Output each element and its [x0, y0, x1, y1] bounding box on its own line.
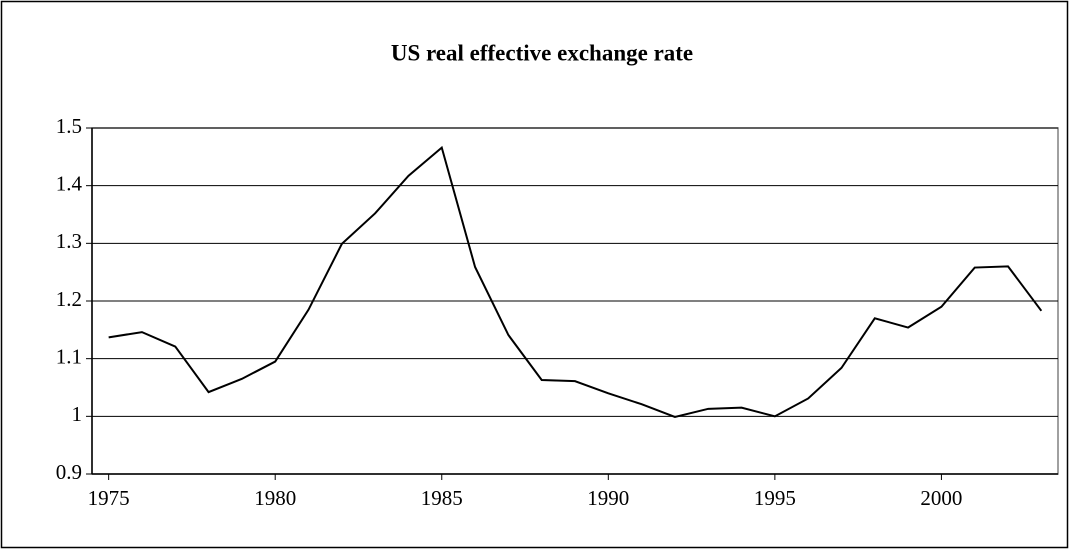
x-tick-label: 2000 — [920, 486, 962, 510]
x-tick-label: 1995 — [754, 486, 796, 510]
y-tick-label: 1.5 — [56, 114, 82, 138]
y-tick-label: 1.1 — [56, 344, 82, 368]
chart-title: US real effective exchange rate — [391, 40, 693, 65]
y-tick-label: 1.4 — [56, 171, 83, 195]
y-tick-label: 0.9 — [56, 460, 82, 484]
y-tick-label: 1.2 — [56, 287, 82, 311]
x-tick-label: 1975 — [88, 486, 130, 510]
x-tick-label: 1990 — [587, 486, 629, 510]
y-tick-label: 1.3 — [56, 229, 82, 253]
x-tick-label: 1980 — [254, 486, 296, 510]
x-tick-label: 1985 — [421, 486, 463, 510]
y-tick-label: 1 — [72, 402, 83, 426]
data-line — [108, 145, 1043, 418]
